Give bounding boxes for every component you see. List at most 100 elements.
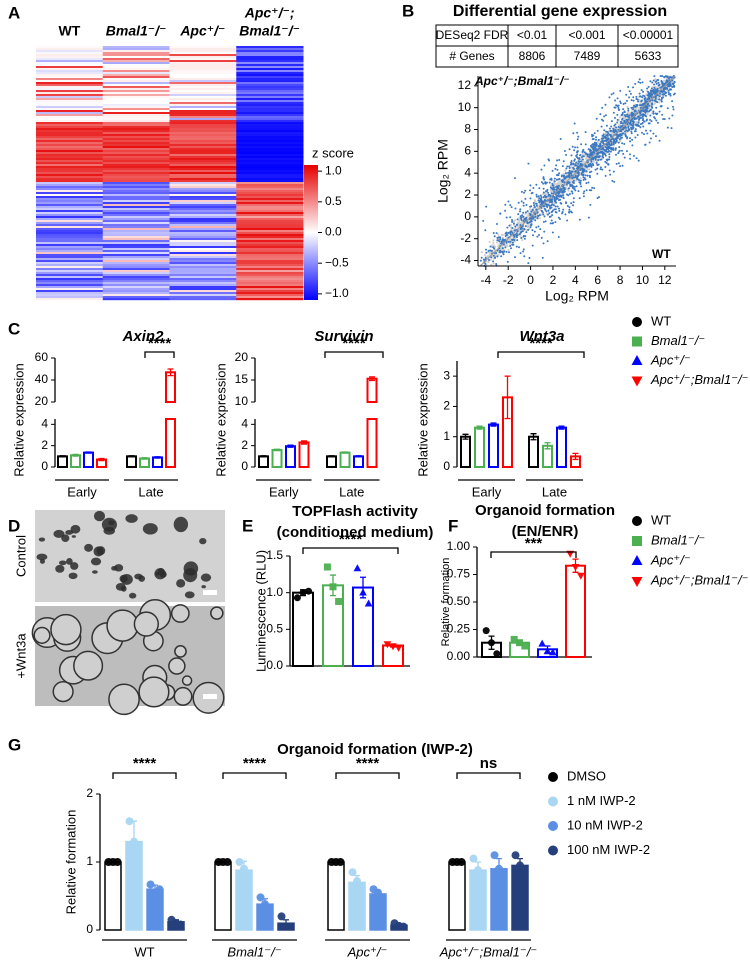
heatmap-row — [169, 278, 237, 281]
replicate-point — [383, 641, 392, 649]
heatmap-row — [102, 104, 170, 107]
gene-point — [541, 256, 544, 259]
heatmap-row — [36, 90, 104, 93]
heatmap-row — [169, 194, 237, 197]
gene-point — [630, 132, 633, 135]
gene-point — [669, 83, 672, 86]
heatmap-row — [36, 170, 104, 173]
heatmap-row — [236, 196, 304, 199]
heatmap-row — [236, 244, 304, 247]
gene-point — [488, 240, 491, 243]
gene-point — [606, 130, 609, 133]
heatmap-row — [236, 256, 304, 259]
legend-label: DMSO — [567, 768, 606, 783]
gene-point — [514, 233, 517, 236]
organoid — [119, 574, 128, 583]
gene-point — [514, 225, 517, 228]
gene-point — [590, 189, 593, 192]
gene-point — [648, 141, 651, 144]
gene-point — [514, 207, 517, 210]
y-tick-label: 20 — [235, 350, 249, 364]
gene-point — [625, 99, 628, 102]
heatmap-row — [236, 158, 304, 161]
gene-point — [624, 133, 627, 136]
heatmap-row — [236, 50, 304, 53]
heatmap-row — [102, 204, 170, 207]
gene-point — [652, 83, 655, 86]
gene-point — [496, 255, 499, 258]
y-tick-label: 1.5 — [266, 548, 283, 562]
y-axis-label: Relative expression — [11, 363, 26, 476]
heatmap-row — [236, 284, 304, 287]
heatmap-row — [236, 192, 304, 195]
bar — [366, 377, 378, 403]
heatmap-row — [236, 228, 304, 231]
gene-point — [519, 224, 522, 227]
heatmap-row — [236, 168, 304, 171]
gene-point — [505, 241, 508, 244]
gene-point — [661, 75, 664, 78]
replicate-point — [478, 877, 487, 886]
gene-point — [656, 79, 659, 82]
legend-label: 10 nM IWP-2 — [567, 817, 643, 832]
heatmap-row — [36, 86, 104, 89]
heatmap-row — [36, 244, 104, 247]
heatmap-row — [169, 134, 237, 137]
gene-point — [661, 84, 664, 87]
gene-point — [558, 199, 561, 202]
gene-point — [621, 149, 624, 152]
heatmap-row — [36, 250, 104, 253]
heatmap-row — [236, 258, 304, 261]
gene-point — [502, 253, 505, 256]
heatmap-row — [36, 182, 104, 185]
gene-point — [506, 245, 509, 248]
replicate-point — [353, 564, 362, 572]
gene-point — [524, 211, 527, 214]
gene-point — [563, 188, 566, 191]
gene-point — [551, 209, 554, 212]
gene-point — [559, 137, 562, 140]
gene-point — [523, 228, 526, 231]
significance-label: ns — [480, 755, 498, 772]
gene-point — [602, 137, 605, 140]
heatmap-row — [36, 272, 104, 275]
heatmap-row — [169, 170, 237, 173]
gene-point — [553, 197, 556, 200]
legend-marker — [631, 577, 643, 587]
gene-point — [584, 174, 587, 177]
gene-point — [595, 155, 598, 158]
error-bar — [504, 375, 511, 420]
gene-point — [525, 216, 528, 219]
gene-point — [669, 88, 672, 91]
heatmap-row — [36, 60, 104, 63]
gene-point — [525, 203, 528, 206]
organoid — [128, 592, 137, 599]
gene-point — [575, 167, 578, 170]
heatmap-row — [236, 84, 304, 87]
y-tick-label: 0.75 — [447, 567, 471, 581]
gene-point — [513, 235, 516, 238]
heatmap-row — [36, 76, 104, 79]
gene-point — [495, 252, 498, 255]
gene-point — [634, 82, 637, 85]
heatmap-row — [169, 58, 237, 61]
gene-point — [489, 245, 492, 248]
gene-point — [608, 143, 611, 146]
gene-point — [628, 96, 631, 99]
heatmap-row — [169, 120, 237, 123]
gene-point — [642, 113, 645, 116]
organoid — [176, 579, 186, 588]
gene-point — [543, 194, 546, 197]
gene-point — [529, 213, 532, 216]
gene-point — [613, 138, 616, 141]
heatmap-row — [236, 176, 304, 179]
heatmap-row — [236, 184, 304, 187]
gene-point — [654, 90, 657, 93]
gene-point — [672, 105, 675, 108]
heatmap-row — [102, 286, 170, 289]
legend-marker — [631, 355, 643, 365]
gene-point — [611, 179, 614, 182]
gene-point — [527, 214, 530, 217]
legend-label: WT — [651, 313, 671, 328]
heatmap-row — [36, 246, 104, 249]
